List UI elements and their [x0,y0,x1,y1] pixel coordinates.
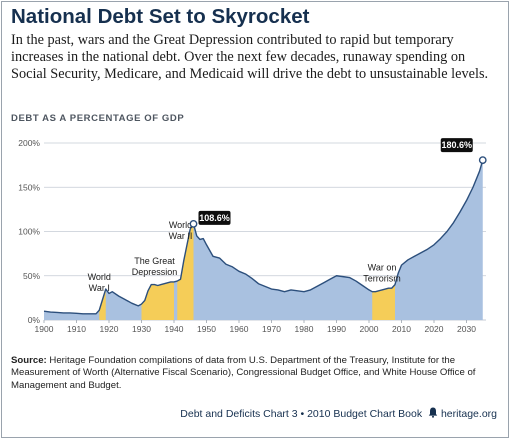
highlight-area [141,281,174,320]
annotation-label: War I [89,283,110,293]
x-tick-label: 1980 [295,324,314,334]
source-note: Source: Heritage Foundation compilations… [11,355,503,392]
annotation-label: World [169,220,192,230]
callout-label: 180.6% [441,140,472,150]
footer-text: Debt and Deficits Chart 3 • 2010 Budget … [180,408,423,420]
callout-box [198,210,231,225]
source-label: Source: [11,355,47,366]
x-tick-label: 2000 [360,324,379,334]
x-tick-label: 1970 [262,324,281,334]
y-tick-label: 200% [18,138,40,148]
annotation-label: Depression [132,267,178,277]
chart-areas [44,160,483,320]
x-tick-label: 1990 [327,324,346,334]
chart-callouts: 108.6% 180.6% [189,138,487,228]
x-tick-label: 1930 [132,324,151,334]
annotation-label: War on [368,262,397,272]
highlight-area [372,284,395,320]
callout-box [440,138,473,153]
footer: Debt and Deficits Chart 3 • 2010 Budget … [0,407,497,420]
annotation-label: War II [169,231,193,241]
x-tick-label: 1920 [100,324,119,334]
callout-marker [478,156,487,165]
chart-lines [43,159,484,315]
x-tick-label: 2030 [457,324,476,334]
x-tick-label: 1900 [35,324,54,334]
callout-label: 108.6% [199,213,230,223]
x-tick-label: 1940 [165,324,184,334]
y-tick-label: 50% [23,271,40,281]
debt-line [43,159,484,315]
footer-site[interactable]: heritage.org [440,408,497,420]
y-axis-caption: DEBT AS A PERCENTAGE OF GDP [11,113,185,124]
x-tick-label: 1950 [197,324,216,334]
highlight-area [177,223,194,320]
chart-title: National Debt Set to Skyrocket [11,5,310,28]
chart-subtitle: In the past, wars and the Great Depressi… [11,32,489,82]
highlight-area [99,289,106,320]
annotation-label: The Great [134,256,175,266]
x-tick-label: 1910 [67,324,86,334]
y-tick-label: 100% [18,227,40,237]
annotation-label: Terrorism [363,273,401,283]
x-tick-label: 1960 [230,324,249,334]
debt-area [44,160,483,320]
annotation-label: World [88,272,111,282]
liberty-bell-icon [428,407,438,418]
x-tick-label: 2020 [425,324,444,334]
callout-marker [189,219,198,228]
source-text: Heritage Foundation compilations of data… [11,355,476,391]
y-tick-label: 150% [18,182,40,192]
y-tick-label: 0% [28,315,41,325]
chart-ticks: 0% 50% 100% 150% 200% 1900 1910 1920 1930 1940 195… [18,138,476,334]
x-tick-label: 2010 [392,324,411,334]
